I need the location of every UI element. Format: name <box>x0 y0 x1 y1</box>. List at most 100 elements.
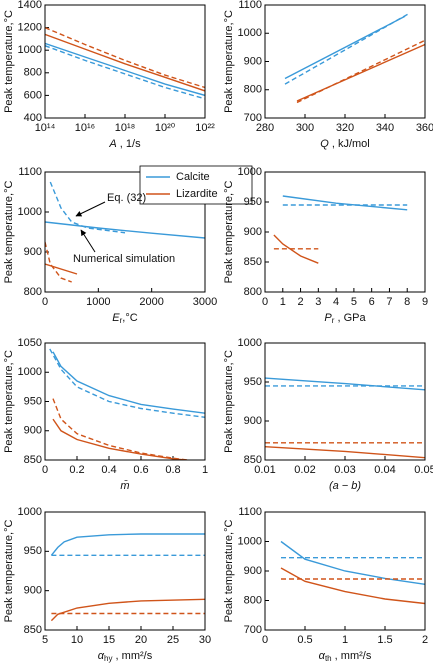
y-tick-label: 700 <box>244 112 262 124</box>
x-tick-label: 0.05 <box>414 464 433 476</box>
y-tick-label: 850 <box>24 624 42 636</box>
y-tick-label: 1000 <box>238 535 262 547</box>
plot-frame <box>264 342 426 461</box>
x-axis-label: Q , kJ/mol <box>320 138 370 150</box>
x-tick-label: 5 <box>351 296 357 308</box>
x-label-part: r <box>120 316 123 325</box>
y-tick-label: 800 <box>244 84 262 96</box>
x-label-part: α <box>98 650 105 662</box>
x-tick-label: 340 <box>376 122 394 134</box>
series-line <box>282 195 408 211</box>
y-tick-label: 700 <box>244 624 262 636</box>
plot-frame <box>264 171 426 293</box>
x-label-part: E <box>112 312 120 324</box>
x-axis-label: (a − b) <box>329 480 361 492</box>
x-tick-label: 6 <box>369 296 375 308</box>
x-tick-label: 7 <box>386 296 392 308</box>
series-line <box>49 348 205 418</box>
x-tick-label: 3000 <box>193 296 217 308</box>
panel: 0 0.5 1 1.5 2 700 800 900 1000 1100 αth , mm²/s Pea… <box>223 506 428 663</box>
plot-frame <box>264 4 426 119</box>
x-tick-label: 9 <box>422 296 428 308</box>
y-tick-label: 1000 <box>18 506 42 518</box>
panel: 5 10 15 20 25 30 850 900 950 1000 αhy , mm²/s Peak … <box>3 506 211 663</box>
y-tick-label: 900 <box>24 425 42 437</box>
annotation: Eq. (32) <box>107 192 146 204</box>
series-line <box>280 567 425 605</box>
y-tick-label: 950 <box>244 196 262 208</box>
x-tick-label: 10¹⁴ <box>35 122 56 134</box>
y-axis-label: Peak temperature,°C <box>3 520 15 623</box>
series-line <box>45 241 72 283</box>
y-tick-label: 1050 <box>18 337 42 349</box>
y-tick-label: 850 <box>24 454 42 466</box>
x-label-part: , mm²/s <box>332 650 372 662</box>
annotation: Numerical simulation <box>73 253 175 265</box>
x-label-part: r <box>332 316 335 325</box>
x-tick-label: 1 <box>202 464 208 476</box>
y-axis-label: Peak temperature,°C <box>3 350 15 453</box>
plot-frame <box>44 342 206 461</box>
y-axis-label: Peak temperature,°C <box>3 181 15 284</box>
y-tick-label: 1100 <box>238 506 262 518</box>
x-tick-label: 320 <box>336 122 354 134</box>
series-line <box>280 540 425 585</box>
x-tick-label: 30 <box>199 634 211 646</box>
x-label-part: , mm²/s <box>113 650 153 662</box>
y-tick-label: 1000 <box>18 206 42 218</box>
series-line <box>284 12 410 85</box>
y-tick-label: 950 <box>24 395 42 407</box>
series-line <box>50 533 205 556</box>
x-tick-label: 1000 <box>86 296 110 308</box>
x-label-part: th <box>325 654 332 663</box>
y-axis-label: Peak temperature,°C <box>3 10 15 113</box>
x-label-part: hy <box>104 654 112 663</box>
series-line <box>52 418 194 460</box>
y-axis-label: Peak temperature,°C <box>223 350 235 453</box>
plot-frame <box>44 511 206 631</box>
y-tick-label: 850 <box>244 454 262 466</box>
x-label-part: A <box>108 138 116 150</box>
x-tick-label: 8 <box>404 296 410 308</box>
y-tick-label: 1000 <box>238 166 262 178</box>
panel: 0 0.2 0.4 0.6 0.8 1 850 900 950 1000 1050 m̄ Peak te… <box>3 337 208 492</box>
x-tick-label: 20 <box>135 634 147 646</box>
y-axis-label: Peak temperature,°C <box>223 10 235 113</box>
annotation-arrow <box>75 201 106 217</box>
x-axis-label: Pr , GPa <box>324 312 366 325</box>
x-tick-label: 10²⁰ <box>155 122 176 134</box>
x-axis-label: αth , mm²/s <box>319 650 372 663</box>
legend-label: Calcite <box>176 171 210 183</box>
y-tick-label: 1200 <box>18 22 42 34</box>
y-tick-label: 1100 <box>18 166 42 178</box>
series-line <box>49 181 126 234</box>
series-line <box>45 42 205 97</box>
series-line <box>50 598 205 622</box>
x-tick-label: 10²² <box>195 122 215 134</box>
x-label-part: P <box>324 312 332 324</box>
x-tick-label: 2000 <box>139 296 163 308</box>
x-label-part: Q <box>320 138 329 150</box>
panel: 0 1000 2000 3000 800 900 1000 1100 Er,°C Peak tem… <box>3 165 253 325</box>
x-label-part: ,°C <box>122 312 137 324</box>
y-tick-label: 1000 <box>18 366 42 378</box>
x-tick-label: 0.02 <box>294 464 315 476</box>
y-tick-label: 900 <box>24 246 42 258</box>
y-tick-label: 850 <box>244 256 262 268</box>
x-tick-label: 1 <box>342 634 348 646</box>
x-tick-label: 0 <box>42 464 48 476</box>
panel: 0 1 2 3 4 5 6 7 8 9 800 850 900 950 1000 Pr , GPa Peak t… <box>223 166 428 325</box>
y-tick-label: 900 <box>244 226 262 238</box>
plot-frame <box>44 171 206 293</box>
x-tick-label: 0 <box>262 634 268 646</box>
y-tick-label: 950 <box>244 376 262 388</box>
y-tick-label: 900 <box>24 585 42 597</box>
x-tick-label: 1 <box>280 296 286 308</box>
x-tick-label: 2 <box>297 296 303 308</box>
y-tick-label: 1100 <box>238 0 262 11</box>
y-tick-label: 900 <box>244 415 262 427</box>
x-axis-label: m̄ <box>120 479 129 492</box>
panel: 10¹⁴ 10¹⁶ 10¹⁸ 10²⁰ 10²² 400 600 800 1000 1200 140… <box>3 0 215 150</box>
x-axis-label: αhy , mm²/s <box>98 650 153 663</box>
x-tick-label: 0.6 <box>133 464 148 476</box>
